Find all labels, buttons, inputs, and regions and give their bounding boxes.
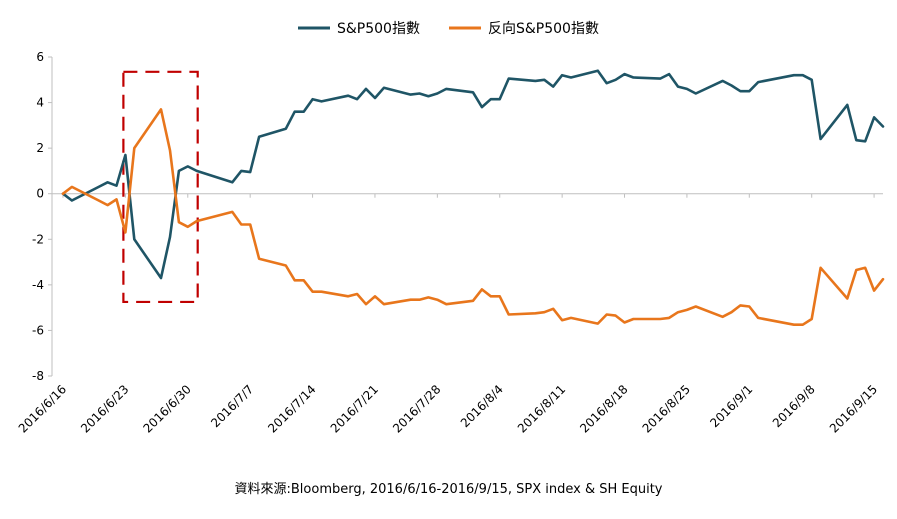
y-tick-label: -4 xyxy=(32,278,44,292)
x-tick-label: 2016/8/25 xyxy=(640,382,693,435)
legend-label-inverse-sp500: 反向S&P500指數 xyxy=(488,21,599,37)
y-tick-label: 6 xyxy=(36,50,44,64)
y-axis: -8 -6 -4 -2 0 2 4 6 xyxy=(32,50,53,383)
legend-label-sp500: S&P500指數 xyxy=(337,21,420,37)
chart-legend: S&P500指數 反向S&P500指數 xyxy=(298,21,599,37)
y-tick-label: -6 xyxy=(32,323,44,337)
y-tick-label: 2 xyxy=(36,141,44,155)
source-note: 資料來源:Bloomberg, 2016/6/16-2016/9/15, SPX… xyxy=(234,482,663,497)
series-layer xyxy=(61,69,885,327)
x-tick-label: 2016/6/30 xyxy=(140,382,193,435)
x-tick-label: 2016/7/28 xyxy=(390,382,443,435)
series-line-sp500 xyxy=(61,69,885,280)
y-tick-label: 0 xyxy=(36,187,44,201)
x-tick-label: 2016/9/15 xyxy=(827,382,880,435)
x-tick-label: 2016/7/14 xyxy=(265,382,318,435)
x-tick-label: 2016/8/11 xyxy=(515,382,568,435)
x-tick-label: 2016/7/7 xyxy=(208,382,256,430)
x-tick-label: 2016/6/23 xyxy=(78,382,131,435)
highlight-box xyxy=(122,70,199,304)
x-tick-label: 2016/9/8 xyxy=(770,382,818,430)
y-tick-label: -8 xyxy=(32,369,44,383)
x-axis: 2016/6/16 2016/6/23 2016/6/30 2016/7/7 2016/… xyxy=(16,193,883,436)
highlight-layer xyxy=(122,70,199,304)
x-tick-label: 2016/6/16 xyxy=(16,382,69,435)
x-tick-label: 2016/8/18 xyxy=(577,382,630,435)
series-line-inverse-sp500 xyxy=(61,108,885,327)
x-tick-label: 2016/9/1 xyxy=(707,382,755,430)
y-tick-label: 4 xyxy=(36,96,44,110)
y-tick-label: -2 xyxy=(32,232,44,246)
x-tick-label: 2016/8/4 xyxy=(458,382,506,430)
x-tick-label: 2016/7/21 xyxy=(328,382,381,435)
